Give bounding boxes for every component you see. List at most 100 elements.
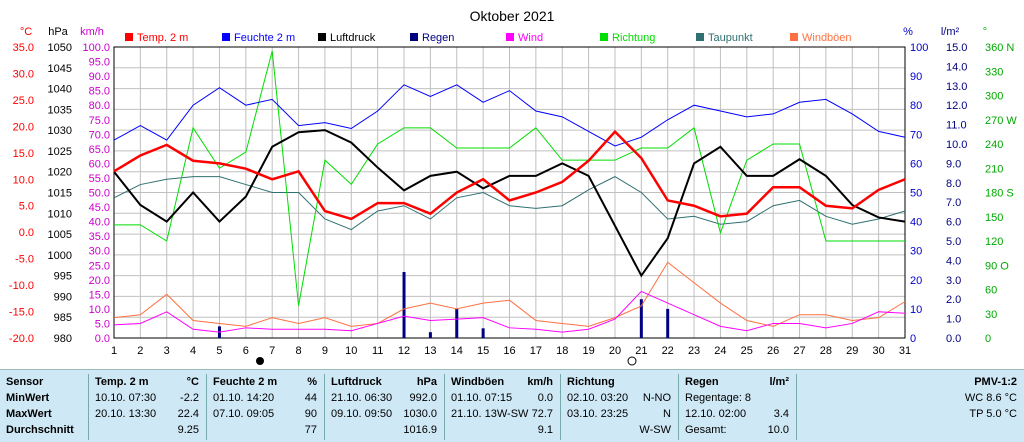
tick-label-lm2: 4.0 [946,255,961,267]
stats-direction-col: Richtung 02.10. 03:20 N-NO 03.10. 23:25 N … [560,374,677,440]
stats-humidity-min-value: 44 [304,392,317,404]
stats-pmv-tp: TP 5.0 °C [969,408,1017,420]
right-axes: 100908070605040302010015.014.013.012.011… [910,42,1017,345]
tick-label-lm2: 13.0 [946,81,967,93]
tick-label-temp: 0.0 [19,227,34,239]
tick-label-hpa: 1050 [48,42,72,54]
stats-sensor-title: Sensor [6,376,44,388]
stats-pressure-min-value: 992.0 [409,392,437,404]
tick-label-hpa: 1020 [48,167,72,179]
tick-label-pct: 60 [910,158,922,170]
stats-temp-col: Temp. 2 m °C 10.10. 07:30 -2.2 20.10. 13:3… [88,374,205,440]
tick-label-kmh: 0.0 [95,333,110,345]
stats-pressure-min-time: 21.10. 06:30 [331,392,393,404]
stats-pressure-max-time: 09.10. 09:50 [331,408,393,420]
stats-humidity-max-value: 90 [304,408,317,420]
tick-label-hpa: 985 [54,312,72,324]
tick-label-kmh: 60.0 [89,158,110,170]
stats-rain-days: Regentage: 8 [685,392,752,404]
stats-direction-min-time: 02.10. 03:20 [567,392,629,404]
tick-label-pct: 20 [910,275,922,287]
stats-temp-max-value: 22.4 [177,408,199,420]
tick-label-hpa: 1035 [48,104,72,116]
x-tick-label: 15 [477,345,489,357]
stats-direction-avg-value: W-SW [639,424,671,436]
tick-label-hpa: 995 [54,271,72,283]
tick-label-deg: 30 [985,309,997,321]
x-tick-label: 14 [451,345,463,357]
tick-label-temp: 30.0 [13,68,34,80]
tick-label-hpa: 1010 [48,208,72,220]
tick-label-kmh: 20.0 [89,275,110,287]
legend-label: Taupunkt [708,32,753,44]
tick-label-lm2: 3.0 [946,275,961,287]
x-tick-label: 18 [556,345,568,357]
tick-label-deg: 360 N [985,42,1014,54]
tick-label-deg: 300 [985,91,1003,103]
legend-swatch [696,33,704,41]
tick-label-kmh: 55.0 [89,173,110,185]
stats-pressure-unit: hPa [416,376,437,388]
tick-label-deg: 60 [985,285,997,297]
stats-row-min: MinWert [6,392,50,404]
left-axes: 35.0 30.0 25.0 20.0 15.0 10.0 5.0 0.0 -5.0 -10.0 -… [9,42,110,345]
stats-pressure-title: Luftdruck [331,376,382,388]
unit-lm2: l/m² [941,26,960,38]
x-tick-label: 21 [635,345,647,357]
moon-markers [256,356,637,366]
stats-direction-title: Richtung [567,376,615,388]
full-moon-icon [627,356,637,366]
stats-gust-min-value: 0.0 [537,392,553,404]
series-line-temp-2-m [113,129,906,221]
tick-label-lm2: 7.0 [946,197,961,209]
rain-bars [217,272,670,338]
tick-label-temp: 20.0 [13,121,34,133]
tick-label-kmh: 50.0 [89,188,110,200]
legend-swatch [318,33,326,41]
legend-label: Luftdruck [330,32,376,44]
stats-rain-unit: l/m² [769,376,789,388]
x-tick-label: 25 [741,345,753,357]
legend-label: Temp. 2 m [137,32,188,44]
stats-gust-max-time: 21.10. 13W-SW [451,408,529,420]
x-tick-label: 11 [372,345,383,357]
weather-chart: Oktober 2021 35.030.025.020.015.010.05.0… [8,8,1018,366]
tick-label-kmh: 75.0 [89,115,110,127]
tick-label-kmh: 65.0 [89,144,110,156]
tick-label-temp: -10.0 [9,280,34,292]
statistics-panel: Sensor MinWert MaxWert Durchschnitt Temp… [0,369,1024,442]
x-axis-ticks: 1 2 3 4 5 6 7 8 9 10 11 12 13 14 15 16 17 18 19 20 21 22 23 24 2… [111,345,911,357]
x-tick-label: 30 [873,345,885,357]
tick-label-kmh: 70.0 [89,129,110,141]
x-tick-label: 9 [322,345,328,357]
tick-label-temp: 5.0 [19,201,34,213]
x-tick-label: 13 [424,345,436,357]
tick-label-hpa: 990 [54,291,72,303]
x-tick-label: 29 [846,345,858,357]
unit-pct: % [903,26,913,38]
series-line-windb-en [113,261,906,327]
stats-rain-total-value: 10.0 [767,424,789,436]
x-tick-label: 27 [793,345,805,357]
x-tick-label: 1 [111,345,117,357]
tick-label-hpa: 1030 [48,125,72,137]
tick-label-pct: 50 [910,188,922,200]
x-tick-label: 5 [216,345,222,357]
x-tick-label: 31 [899,345,911,357]
tick-label-lm2: 6.0 [946,217,961,229]
tick-label-hpa: 1005 [48,229,72,241]
stats-rain-max-value: 3.4 [773,408,789,420]
tick-label-lm2: 14.0 [946,61,967,73]
stats-gust-min-time: 01.10. 07:15 [451,392,513,404]
x-tick-label: 3 [164,345,170,357]
tick-label-pct: 0 [910,333,916,345]
x-tick-label: 16 [503,345,515,357]
tick-label-deg: 0 [985,333,991,345]
tick-label-deg: 330 [985,66,1003,78]
stats-direction-max-time: 03.10. 23:25 [567,408,629,420]
tick-label-lm2: 5.0 [946,236,961,248]
legend-swatch [790,33,798,41]
stats-pressure-avg-value: 1016.9 [403,424,437,436]
x-tick-label: 4 [190,345,196,357]
x-tick-label: 6 [243,345,249,357]
